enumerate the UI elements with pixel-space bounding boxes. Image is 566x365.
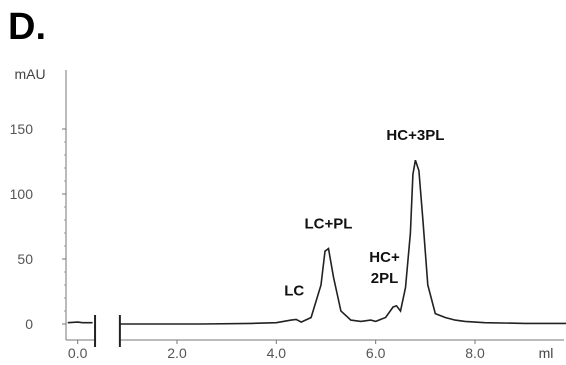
- y-tick-label: 100: [10, 186, 34, 202]
- x-tick-label: 2.0: [167, 345, 187, 361]
- x-tick-label: 4.0: [267, 345, 287, 361]
- y-axis-label: mAU: [14, 66, 45, 82]
- tick-group: 0 50 100 150 0.0 2.0 4.0 6.0 8.0: [10, 121, 485, 361]
- y-tick-label: 50: [17, 251, 33, 267]
- x-tick-label: 6.0: [366, 345, 386, 361]
- y-tick-label: 0: [25, 316, 33, 332]
- x-axis-label: ml: [539, 345, 554, 361]
- chromatogram-trace: [67, 159, 566, 325]
- peak-label: LC+PL: [305, 216, 353, 233]
- peak-label: 2PL: [371, 270, 399, 287]
- peak-label: HC+: [369, 249, 400, 266]
- x-tick-label: 8.0: [465, 345, 485, 361]
- y-tick-label: 150: [10, 121, 34, 137]
- panel-label: D.: [8, 6, 46, 48]
- peak-label: LC: [284, 282, 304, 299]
- x-tick-label: 0.0: [68, 345, 88, 361]
- label-group: LC LC+PL HC+ 2PL HC+3PL: [284, 127, 444, 299]
- peak-label: HC+3PL: [386, 127, 444, 144]
- axes: [65, 70, 564, 347]
